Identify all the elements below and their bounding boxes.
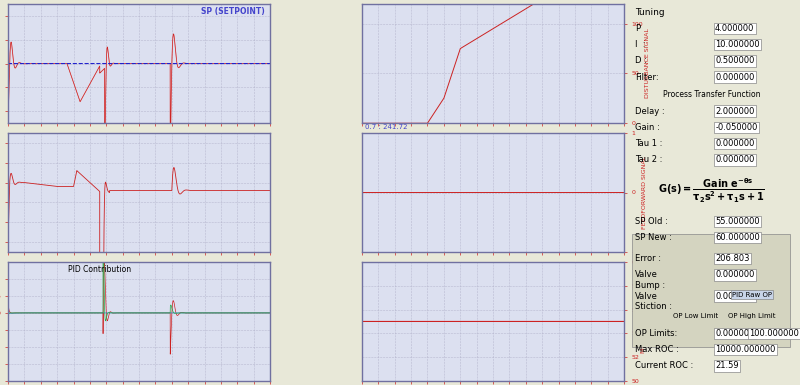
Y-axis label: FEEDFORWARD SIGNAL: FEEDFORWARD SIGNAL — [642, 156, 647, 229]
Text: 0.000000: 0.000000 — [715, 155, 754, 164]
Text: SP (SETPOINT): SP (SETPOINT) — [201, 7, 265, 17]
Text: 0.000000: 0.000000 — [715, 72, 754, 82]
Text: Valve
Stiction :: Valve Stiction : — [635, 291, 672, 311]
Text: Current ROC :: Current ROC : — [635, 361, 694, 370]
Text: Process Transfer Function: Process Transfer Function — [663, 90, 761, 99]
Text: Gain :: Gain : — [635, 123, 660, 132]
Y-axis label: MODEL PREDICTION: MODEL PREDICTION — [641, 290, 646, 353]
Text: -0.050000: -0.050000 — [715, 123, 758, 132]
Text: Valve
Bump :: Valve Bump : — [635, 270, 665, 290]
Text: PID Raw OP: PID Raw OP — [732, 291, 772, 298]
Text: 0.000000: 0.000000 — [715, 270, 754, 280]
Text: Max ROC :: Max ROC : — [635, 345, 678, 354]
Text: SP New :: SP New : — [635, 233, 672, 242]
Text: Tuning: Tuning — [635, 8, 665, 17]
FancyBboxPatch shape — [632, 234, 790, 347]
Text: OP Low Limit: OP Low Limit — [674, 313, 718, 319]
Text: PID Contribution: PID Contribution — [68, 265, 131, 275]
Text: Filter:: Filter: — [635, 72, 658, 82]
Text: SP Old :: SP Old : — [635, 217, 668, 226]
Text: 0.000000: 0.000000 — [715, 139, 754, 148]
Text: 10000.000000: 10000.000000 — [715, 345, 775, 354]
Text: 2.000000: 2.000000 — [715, 107, 754, 116]
Text: 100.000000: 100.000000 — [749, 329, 798, 338]
Y-axis label: DISTURBANCE SIGNAL: DISTURBANCE SIGNAL — [645, 28, 650, 99]
Text: OP High Limit: OP High Limit — [728, 313, 776, 319]
Text: 0.000000: 0.000000 — [715, 291, 754, 301]
Text: 55.000000: 55.000000 — [715, 217, 760, 226]
Text: OP Limits:: OP Limits: — [635, 329, 678, 338]
Text: 4.000000: 4.000000 — [715, 24, 754, 33]
Text: Delay :: Delay : — [635, 107, 665, 116]
Text: 0.500000: 0.500000 — [715, 56, 754, 65]
Text: 10.000000: 10.000000 — [715, 40, 760, 49]
Text: I  :: I : — [635, 40, 646, 49]
Text: 206.803: 206.803 — [715, 254, 750, 263]
Text: $\mathbf{G(s) = \dfrac{Gain\ e^{-\theta s}}{\tau_2 s^2 + \tau_1 s + 1}}$: $\mathbf{G(s) = \dfrac{Gain\ e^{-\theta … — [658, 176, 766, 205]
Text: 0.7 : 241.72: 0.7 : 241.72 — [365, 124, 407, 131]
Text: Error :: Error : — [635, 254, 661, 263]
Text: P: P — [635, 24, 640, 33]
Text: D :: D : — [635, 56, 647, 65]
Text: Tau 2 :: Tau 2 : — [635, 155, 662, 164]
Text: 60.000000: 60.000000 — [715, 233, 760, 242]
Text: 0.000000: 0.000000 — [715, 329, 754, 338]
Text: 21.59: 21.59 — [715, 361, 738, 370]
Text: Tau 1 :: Tau 1 : — [635, 139, 662, 148]
